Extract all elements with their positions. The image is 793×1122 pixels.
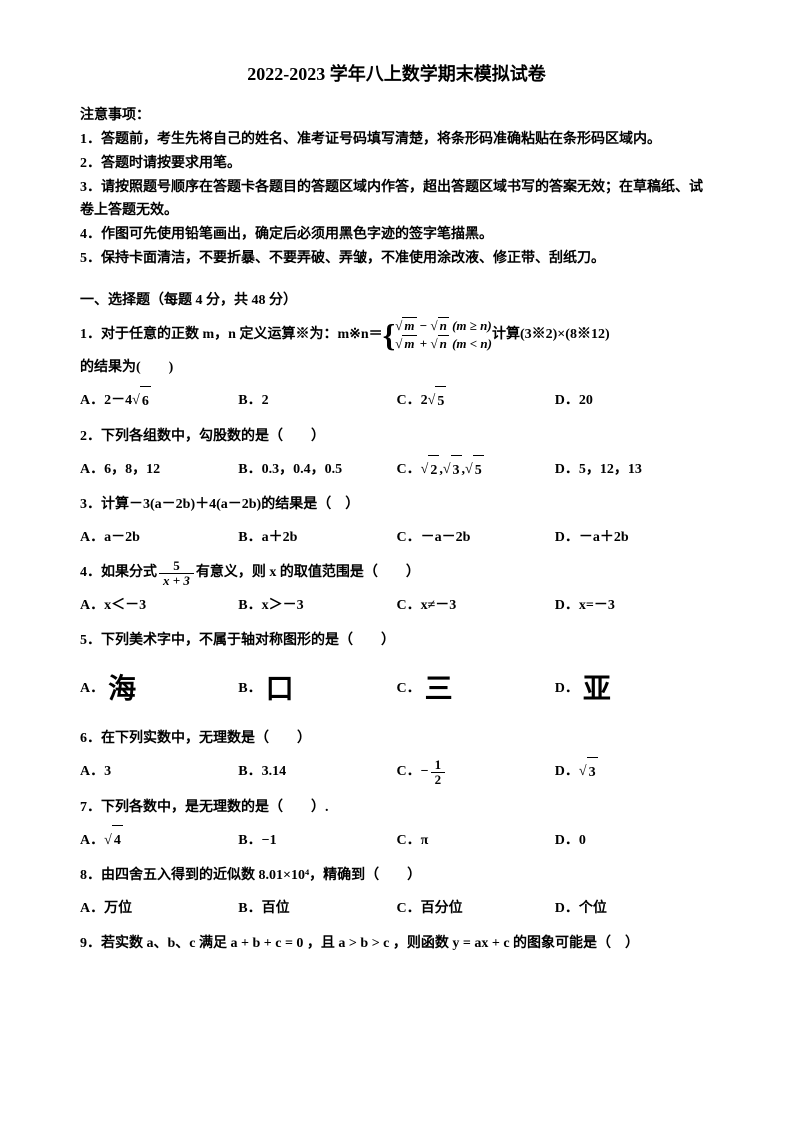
notice-5: 5．保持卡面清洁，不要折暴、不要弄破、弄皱，不准使用涂改液、修正带、刮纸刀。	[80, 247, 713, 271]
q2-opt-d[interactable]: D．5，12，13	[555, 455, 713, 487]
q2-text: 2．下列各组数中，勾股数的是（ ）	[80, 422, 713, 453]
q7-opt-d[interactable]: D．0	[555, 825, 713, 857]
question-4: 4．如果分式 5 x + 3 有意义，则 x 的取值范围是（ ） A．x＜－3 …	[80, 558, 713, 622]
q7-opt-c[interactable]: C．π	[397, 825, 555, 857]
q7-opt-b[interactable]: B．−1	[238, 825, 396, 857]
q4-suffix: 有意义，则 x 的取值范围是（ ）	[196, 558, 420, 589]
q1-options: A．2－4 √6 B．2 C．2 √5 D．20	[80, 386, 713, 418]
char-san: 三	[425, 658, 453, 720]
question-1: 1．对于任意的正数 m，n 定义运算※为：m※n＝ { √m − √n (m ≥…	[80, 317, 713, 418]
q6-opt-d[interactable]: D． √3	[555, 757, 713, 789]
char-kou: 口	[266, 658, 294, 720]
q7-opt-a[interactable]: A． √4	[80, 825, 238, 857]
q5-text: 5．下列美术字中，不属于轴对称图形的是（ ）	[80, 626, 713, 657]
notice-3: 3．请按照题号顺序在答题卡各题目的答题区域内作答，超出答题区域书写的答案无效；在…	[80, 176, 713, 224]
q3-opt-c[interactable]: C．－a－2b	[397, 523, 555, 554]
q3-opt-a[interactable]: A．a－2b	[80, 523, 238, 554]
page-title: 2022-2023 学年八上数学期末模拟试卷	[80, 60, 713, 86]
q2-options: A．6，8，12 B．0.3，0.4，0.5 C． √2, √3, √5 D．5…	[80, 455, 713, 487]
section-1-title: 一、选择题（每题 4 分，共 48 分）	[80, 289, 713, 309]
question-2: 2．下列各组数中，勾股数的是（ ） A．6，8，12 B．0.3，0.4，0.5…	[80, 422, 713, 487]
q1-prefix: 1．对于任意的正数 m，n 定义运算※为：m※n＝	[80, 320, 383, 351]
q6-options: A．3 B．3.14 C． − 1 2 D． √3	[80, 757, 713, 789]
q2-opt-c[interactable]: C． √2, √3, √5	[397, 455, 555, 487]
q5-opt-d[interactable]: D． 亚	[555, 658, 713, 720]
q1-opt-c[interactable]: C．2 √5	[397, 386, 555, 418]
q6-opt-a[interactable]: A．3	[80, 757, 238, 789]
question-9: 9．若实数 a、b、c 满足 a + b + c = 0 ，且 a > b > …	[80, 929, 713, 960]
notice-1: 1．答题前，考生先将自己的姓名、准考证号码填写清楚，将条形码准确粘贴在条形码区域…	[80, 128, 713, 152]
char-hai: 海	[108, 658, 136, 720]
q8-text: 8．由四舍五入得到的近似数 8.01×10⁴，精确到（ ）	[80, 861, 713, 892]
q4-opt-d[interactable]: D．x=－3	[555, 591, 713, 622]
question-8: 8．由四舍五入得到的近似数 8.01×10⁴，精确到（ ） A．万位 B．百位 …	[80, 861, 713, 925]
char-ya: 亚	[583, 658, 611, 720]
q5-opt-b[interactable]: B． 口	[238, 658, 396, 720]
question-3: 3．计算－3(a－2b)＋4(a－2b)的结果是（ ） A．a－2b B．a＋2…	[80, 490, 713, 554]
q1-opt-d[interactable]: D．20	[555, 386, 713, 418]
q6-opt-b[interactable]: B．3.14	[238, 757, 396, 789]
notice-2: 2．答题时请按要求用笔。	[80, 152, 713, 176]
question-6: 6．在下列实数中，无理数是（ ） A．3 B．3.14 C． − 1 2 D． …	[80, 724, 713, 789]
q7-text: 7．下列各数中，是无理数的是（ ）.	[80, 793, 713, 824]
q4-opt-b[interactable]: B．x＞－3	[238, 591, 396, 622]
q6-text: 6．在下列实数中，无理数是（ ）	[80, 724, 713, 755]
q8-opt-c[interactable]: C．百分位	[397, 894, 555, 925]
q1-suffix: 计算(3※2)×(8※12)	[492, 320, 610, 351]
q9-text: 9．若实数 a、b、c 满足 a + b + c = 0 ，且 a > b > …	[80, 929, 713, 960]
q8-opt-d[interactable]: D．个位	[555, 894, 713, 925]
q1-opt-a[interactable]: A．2－4 √6	[80, 386, 238, 418]
q6-opt-c[interactable]: C． − 1 2	[397, 757, 555, 789]
q1-opt-b[interactable]: B．2	[238, 386, 396, 418]
q4-prefix: 4．如果分式	[80, 558, 157, 589]
q4-options: A．x＜－3 B．x＞－3 C．x≠－3 D．x=－3	[80, 591, 713, 622]
q8-options: A．万位 B．百位 C．百分位 D．个位	[80, 894, 713, 925]
q4-opt-a[interactable]: A．x＜－3	[80, 591, 238, 622]
q8-opt-a[interactable]: A．万位	[80, 894, 238, 925]
q2-opt-a[interactable]: A．6，8，12	[80, 455, 238, 487]
q8-opt-b[interactable]: B．百位	[238, 894, 396, 925]
q3-options: A．a－2b B．a＋2b C．－a－2b D．－a＋2b	[80, 523, 713, 554]
q3-opt-d[interactable]: D．－a＋2b	[555, 523, 713, 554]
q1-tail: 的结果为( )	[80, 353, 713, 384]
question-7: 7．下列各数中，是无理数的是（ ）. A． √4 B．−1 C．π D．0	[80, 793, 713, 858]
q3-text: 3．计算－3(a－2b)＋4(a－2b)的结果是（ ）	[80, 490, 713, 521]
q4-fraction: 5 x + 3	[159, 559, 194, 589]
q4-opt-c[interactable]: C．x≠－3	[397, 591, 555, 622]
q1-brace: { √m − √n (m ≥ n) √m + √n (m < n)	[383, 317, 492, 353]
q3-opt-b[interactable]: B．a＋2b	[238, 523, 396, 554]
q5-opt-c[interactable]: C． 三	[397, 658, 555, 720]
question-5: 5．下列美术字中，不属于轴对称图形的是（ ） A． 海 B． 口 C． 三 D．…	[80, 626, 713, 720]
q7-options: A． √4 B．−1 C．π D．0	[80, 825, 713, 857]
q5-options: A． 海 B． 口 C． 三 D． 亚	[80, 658, 713, 720]
notice-header: 注意事项：	[80, 104, 713, 124]
q5-opt-a[interactable]: A． 海	[80, 658, 238, 720]
exam-page: 2022-2023 学年八上数学期末模拟试卷 注意事项： 1．答题前，考生先将自…	[0, 0, 793, 1122]
q2-opt-b[interactable]: B．0.3，0.4，0.5	[238, 455, 396, 487]
notice-4: 4．作图可先使用铅笔画出，确定后必须用黑色字迹的签字笔描黑。	[80, 223, 713, 247]
